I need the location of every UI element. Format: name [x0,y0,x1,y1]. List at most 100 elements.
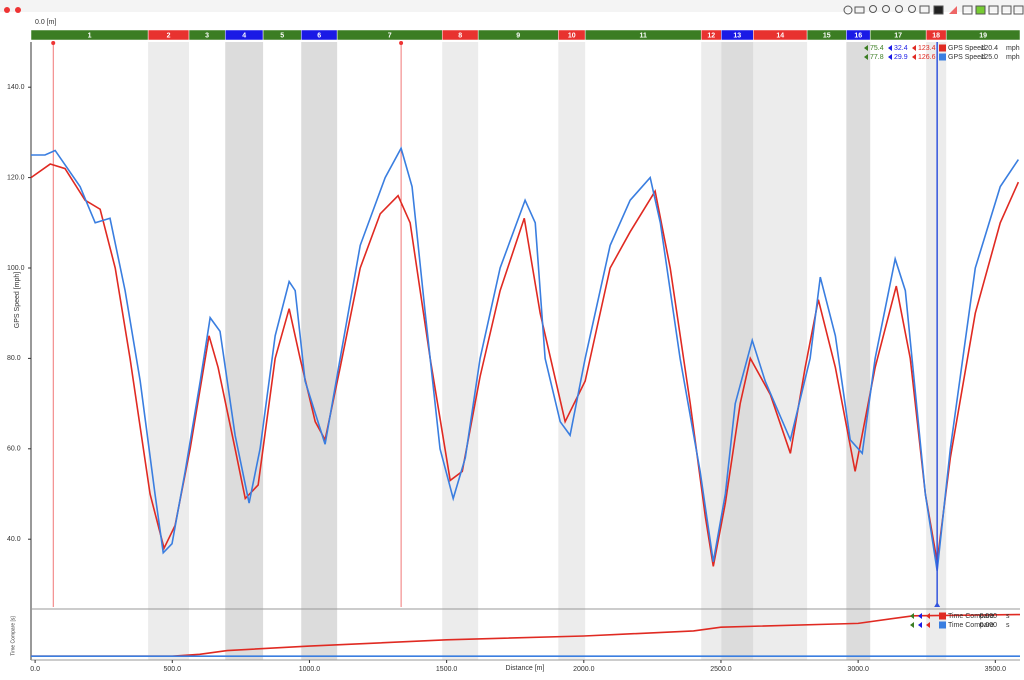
legend-swatch [939,612,946,620]
y-tick-label: 80.0 [7,355,21,362]
icon[interactable] [895,5,903,13]
icon[interactable] [1013,5,1024,15]
stat-value: 32.4 [894,45,908,52]
legend-swatch [939,621,946,629]
segment-band [148,42,190,660]
stat-icon [926,613,930,619]
icon[interactable] [975,5,986,15]
segment-band [701,42,722,660]
segment-label: 4 [242,32,246,39]
stat-icon [926,622,930,628]
x-tick-label: 2000.0 [573,666,595,673]
legend-readout: 0.000 [979,622,997,629]
stat-value: 75.4 [870,45,884,52]
segment-label: 16 [854,32,862,39]
y-tick-label: 140.0 [7,84,25,91]
y-axis-label: Time Compare [s] [10,616,16,656]
x-tick-label: 2500.0 [710,666,732,673]
segment-label: 7 [388,32,392,39]
segment-band [721,42,754,660]
legend-swatch [939,53,946,61]
segment-header [945,29,1021,41]
icon[interactable] [919,5,930,14]
icon[interactable] [882,5,890,13]
segment-label: 15 [823,32,831,39]
toolbar [0,0,1024,12]
line-series [31,613,1021,658]
y-axis-label: GPS Speed [mph] [14,272,21,328]
y-tick-label: 120.0 [7,174,25,181]
legend-readout: 0.000 [979,613,997,620]
x-tick-label: 3000.0 [847,666,869,673]
x-tick-label: 3500.0 [985,666,1007,673]
y-tick-label: 100.0 [7,265,25,272]
legend-name: GPS Speed [948,45,985,52]
record-icon[interactable] [4,7,10,13]
icon[interactable] [988,5,999,15]
segment-label: 2 [167,32,171,39]
segment-label: 9 [516,32,520,39]
segment-label: 3 [205,32,209,39]
x-tick-label: 1500.0 [436,666,458,673]
legend-name: Time Compare [948,622,994,629]
legend-name: Time Compare [948,613,994,620]
icon[interactable] [962,5,973,15]
icon[interactable] [1001,5,1012,15]
segment-band [558,42,586,660]
marker-dot [51,41,56,45]
legend-swatch [939,44,946,52]
y-tick-label: 60.0 [7,446,21,453]
record-icon[interactable] [15,7,21,13]
icon[interactable] [908,5,916,13]
segment-label: 18 [932,32,940,39]
legend-unit: s [1006,622,1010,629]
segment-label: 19 [979,32,987,39]
segment-label: 12 [707,32,715,39]
x-tick-label: 0.0 [30,666,40,673]
stat-icon [910,622,914,628]
segment-band [926,42,947,660]
x-tick-label: 1000.0 [299,666,321,673]
icon[interactable] [854,6,865,14]
legend-name: GPS Speed [948,54,985,61]
legend-unit: mph [1006,54,1020,61]
stat-icon [864,45,868,51]
toolbar-icons [843,5,1024,15]
x-axis-label: Distance [m] [506,665,545,672]
segment-label: 17 [894,32,902,39]
stat-icon [912,45,916,51]
icon[interactable] [949,6,957,14]
segment-label: 14 [776,32,784,39]
stat-icon [918,622,922,628]
stat-icon [912,54,916,60]
segment-band [846,42,871,660]
stat-value: 29.9 [894,54,908,61]
legend-readout: 125.0 [980,54,998,61]
y-tick-label: 40.0 [7,536,21,543]
segment-band [301,42,338,660]
line-series [31,146,1020,571]
legend-readout: 120.4 [980,45,998,52]
stat-icon [888,54,892,60]
icon[interactable] [843,5,853,15]
stat-icon [864,54,868,60]
marker-dot [399,41,404,45]
stat-value: 123.4 [918,45,936,52]
legend-unit: mph [1006,45,1020,52]
segment-label: 13 [733,32,741,39]
stat-value: 77.8 [870,54,884,61]
stat-icon [918,613,922,619]
position-readout: 0.0 [m] [35,19,56,26]
segment-label: 11 [639,32,647,39]
segment-band [225,42,264,660]
segment-band [442,42,479,660]
segment-label: 10 [568,32,576,39]
icon[interactable] [869,5,877,13]
segment-label: 6 [317,32,321,39]
x-tick-label: 500.0 [164,666,182,673]
segment-label: 1 [88,32,92,39]
segment-label: 8 [458,32,462,39]
icon[interactable] [933,5,944,15]
cursor-handle [934,602,941,607]
